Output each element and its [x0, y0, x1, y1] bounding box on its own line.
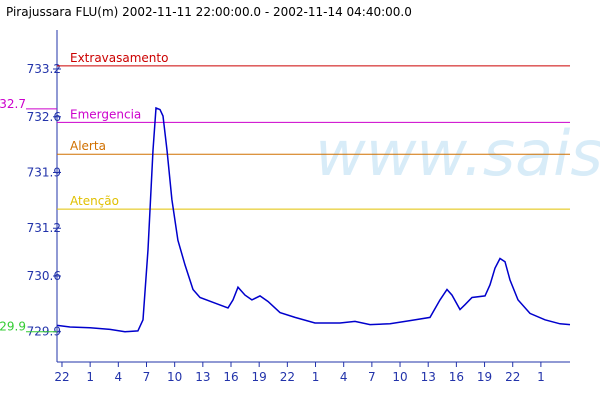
x-tick-label: 1: [312, 370, 320, 384]
x-tick-label: 16: [223, 370, 238, 384]
y-tick-label: 732.6: [27, 110, 61, 124]
x-tick-label: 7: [368, 370, 376, 384]
x-tick-label: 4: [340, 370, 348, 384]
y-tick-label: 733.2: [27, 62, 61, 76]
x-tick-label: 1: [537, 370, 545, 384]
x-tick-label: 13: [421, 370, 436, 384]
x-tick-label: 1: [86, 370, 94, 384]
threshold-label: Extravasamento: [70, 51, 168, 65]
x-tick-label: 4: [114, 370, 122, 384]
chart-title: Pirajussara FLU(m) 2002-11-11 22:00:00.0…: [6, 5, 412, 19]
x-tick-label: 10: [392, 370, 407, 384]
threshold-label: Atenção: [70, 194, 119, 208]
y-tick-label: 731.2: [27, 221, 61, 235]
x-tick-label: 22: [280, 370, 295, 384]
x-tick-label: 19: [252, 370, 267, 384]
y-tick-label: 731.9: [27, 166, 61, 180]
threshold-label: Alerta: [70, 139, 106, 153]
annotation-label: 732.7: [0, 97, 26, 111]
x-tick-label: 22: [505, 370, 520, 384]
x-tick-label: 16: [449, 370, 464, 384]
y-tick-label: 730.6: [27, 269, 61, 283]
threshold-label: Emergencia: [70, 107, 141, 121]
annotation-label: 729.9: [0, 320, 26, 334]
x-tick-label: 22: [54, 370, 69, 384]
x-tick-label: 13: [195, 370, 210, 384]
x-tick-label: 19: [477, 370, 492, 384]
watermark: www.saisp.br: [315, 117, 600, 190]
x-tick-label: 10: [167, 370, 182, 384]
data-line: [57, 106, 571, 333]
x-tick-label: 7: [143, 370, 151, 384]
